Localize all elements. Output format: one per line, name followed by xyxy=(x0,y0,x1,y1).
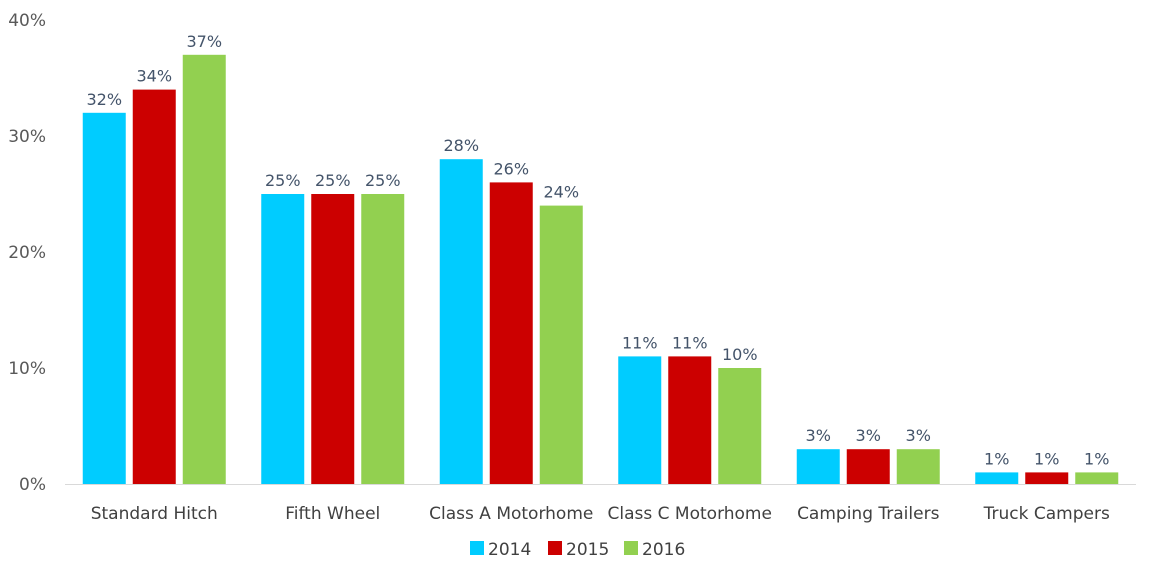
bar-2015 xyxy=(132,89,176,484)
data-label: 28% xyxy=(443,136,479,155)
y-tick-label: 20% xyxy=(8,243,46,263)
category-label: Truck Campers xyxy=(983,504,1110,524)
data-label: 34% xyxy=(136,67,172,86)
data-label: 26% xyxy=(493,159,529,178)
legend-label: 2014 xyxy=(488,540,531,560)
y-tick-label: 40% xyxy=(8,11,46,31)
data-label: 3% xyxy=(856,426,881,445)
data-label: 3% xyxy=(906,426,931,445)
legend-label: 2015 xyxy=(566,540,609,560)
data-label: 25% xyxy=(265,171,301,190)
y-axis: 0% 10% 20% 30% 40% xyxy=(8,11,46,495)
data-label: 3% xyxy=(806,426,831,445)
bars-layer xyxy=(82,54,1119,485)
bar-2016 xyxy=(896,449,940,484)
bar-2016 xyxy=(1075,472,1119,484)
bar-2016 xyxy=(361,194,405,484)
legend-label: 2016 xyxy=(642,540,685,560)
legend-swatch-2016 xyxy=(624,541,638,555)
data-label: 1% xyxy=(1084,449,1109,468)
legend-swatch-2015 xyxy=(548,541,562,555)
bar-2015 xyxy=(1025,472,1069,484)
data-label: 25% xyxy=(315,171,351,190)
y-tick-label: 0% xyxy=(19,475,46,495)
bar-2015 xyxy=(846,449,890,484)
data-label: 10% xyxy=(722,345,758,364)
data-label: 1% xyxy=(984,449,1009,468)
category-label: Camping Trailers xyxy=(797,504,940,524)
data-label: 25% xyxy=(365,171,401,190)
bar-2014 xyxy=(796,449,840,484)
data-label: 1% xyxy=(1034,449,1059,468)
bar-2015 xyxy=(489,182,533,484)
data-labels-layer: 32% 34% 37% 25% 25% 25% 28% 26% 24% 11% 11% 10% 3% 3%… xyxy=(86,32,1109,469)
legend-swatch-2014 xyxy=(470,541,484,555)
category-label: Standard Hitch xyxy=(91,504,218,524)
bar-2014 xyxy=(618,356,662,484)
bar-2016 xyxy=(718,368,762,484)
data-label: 24% xyxy=(543,183,579,202)
data-label: 37% xyxy=(186,32,222,51)
bar-2016 xyxy=(182,54,226,485)
bar-2014 xyxy=(261,194,305,484)
data-label: 32% xyxy=(86,90,122,109)
category-label: Fifth Wheel xyxy=(285,504,380,524)
bar-2014 xyxy=(82,112,126,485)
bar-2014 xyxy=(439,159,483,484)
y-tick-label: 30% xyxy=(8,127,46,147)
data-label: 11% xyxy=(622,333,658,352)
category-label: Class C Motorhome xyxy=(608,504,772,524)
data-label: 11% xyxy=(672,333,708,352)
bar-2016 xyxy=(539,205,583,484)
bar-2015 xyxy=(668,356,712,484)
category-label: Class A Motorhome xyxy=(429,504,593,524)
bar-2014 xyxy=(975,472,1019,484)
bar-2015 xyxy=(311,194,355,484)
x-axis-categories: Standard Hitch Fifth Wheel Class A Motorho… xyxy=(91,504,1110,524)
y-tick-label: 10% xyxy=(8,359,46,379)
legend: 2014 2015 2016 xyxy=(470,540,685,560)
